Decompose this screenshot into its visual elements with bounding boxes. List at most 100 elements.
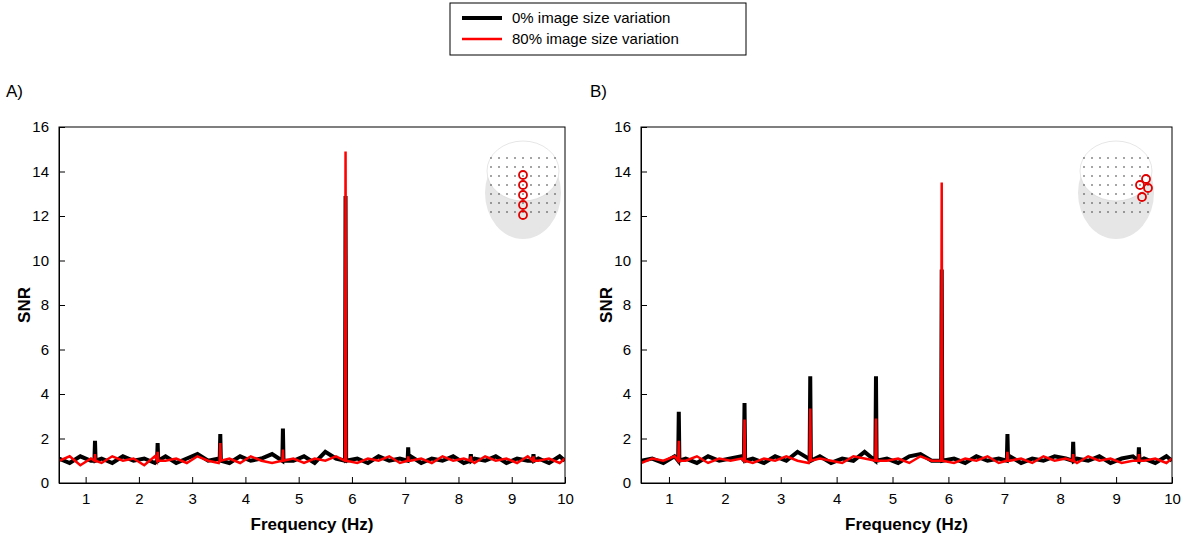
electrode-dot xyxy=(522,193,524,195)
tick-mark xyxy=(641,216,647,217)
legend-label: 80% image size variation xyxy=(512,30,679,47)
electrode-dot xyxy=(1147,211,1149,213)
tick-mark xyxy=(837,477,838,483)
x-tick: 1 xyxy=(82,477,90,507)
electrode-dot xyxy=(1091,211,1093,213)
spectrum-line xyxy=(59,196,565,463)
tick-label: 8 xyxy=(41,296,49,313)
electrode-dot xyxy=(1083,193,1085,195)
electrode-dot xyxy=(1123,166,1125,168)
tick-mark xyxy=(59,216,65,217)
tick-label: 9 xyxy=(1112,490,1120,507)
x-tick: 10 xyxy=(557,477,574,507)
electrode-dot xyxy=(1131,166,1133,168)
electrode-dot xyxy=(1107,193,1109,195)
x-tick: 4 xyxy=(833,477,841,507)
electrode-dot xyxy=(522,184,524,186)
tick-label: 4 xyxy=(242,490,250,507)
panel: 123456789100246810121416B)Frequency (Hz)… xyxy=(590,82,1181,534)
tick-mark xyxy=(1060,477,1061,483)
tick-label: 10 xyxy=(1164,490,1181,507)
electrode-dot xyxy=(1091,175,1093,177)
electrode-dot xyxy=(1147,193,1149,195)
y-tick: 8 xyxy=(623,296,647,313)
electrode-dot xyxy=(1091,157,1093,159)
electrode-dot xyxy=(506,193,508,195)
electrode-dot xyxy=(1123,193,1125,195)
tick-mark xyxy=(86,477,87,483)
tick-mark xyxy=(641,172,647,173)
plot-frame xyxy=(641,127,1172,483)
electrode-dot xyxy=(1115,166,1117,168)
electrode-dot xyxy=(498,166,500,168)
panel-title: A) xyxy=(6,82,23,101)
electrode-dot xyxy=(1083,211,1085,213)
electrode-highlight xyxy=(1142,175,1150,183)
electrode-dot xyxy=(1123,157,1125,159)
electrode-dot xyxy=(538,184,540,186)
electrode-dot xyxy=(522,202,524,204)
electrode-dot xyxy=(1123,175,1125,177)
x-tick: 10 xyxy=(1164,477,1181,507)
legend-box xyxy=(450,3,746,55)
x-tick: 6 xyxy=(945,477,953,507)
electrode-dot xyxy=(530,211,532,213)
tick-label: 6 xyxy=(41,341,49,358)
electrode-dot xyxy=(1123,202,1125,204)
tick-label: 6 xyxy=(348,490,356,507)
electrode-dot xyxy=(554,166,556,168)
electrode-dot xyxy=(1091,202,1093,204)
electrode-dot xyxy=(506,202,508,204)
y-tick: 4 xyxy=(41,385,65,402)
electrode-dot xyxy=(1139,184,1141,186)
tick-label: 4 xyxy=(833,490,841,507)
y-tick: 2 xyxy=(623,430,647,447)
electrode-dot xyxy=(1115,157,1117,159)
electrode-dot xyxy=(1099,202,1101,204)
electrode-highlight xyxy=(519,201,527,209)
electrode-dot xyxy=(530,175,532,177)
plot-frame xyxy=(59,127,565,483)
electrode-dot xyxy=(538,157,540,159)
tick-label: 5 xyxy=(295,490,303,507)
tick-mark xyxy=(352,477,353,483)
electrode-dot xyxy=(514,157,516,159)
tick-label: 0 xyxy=(41,474,49,491)
head-cap xyxy=(1080,141,1152,201)
tick-mark xyxy=(59,483,65,484)
electrode-dot xyxy=(1131,193,1133,195)
electrode-dot xyxy=(1123,211,1125,213)
electrode-dot xyxy=(522,175,524,177)
electrode-dot xyxy=(490,202,492,204)
electrode-dot xyxy=(1115,193,1117,195)
electrode-dot xyxy=(1099,166,1101,168)
tick-mark xyxy=(192,477,193,483)
electrode-dot xyxy=(538,211,540,213)
electrode-dot xyxy=(514,211,516,213)
tick-label: 2 xyxy=(135,490,143,507)
y-tick: 6 xyxy=(41,341,65,358)
electrode-dot xyxy=(1091,193,1093,195)
tick-mark xyxy=(641,394,647,395)
electrode-dot xyxy=(1107,166,1109,168)
tick-label: 14 xyxy=(614,163,631,180)
spectrum-line xyxy=(59,151,565,465)
tick-mark xyxy=(641,350,647,351)
y-tick: 2 xyxy=(41,430,65,447)
tick-label: 9 xyxy=(508,490,516,507)
tick-label: 3 xyxy=(777,490,785,507)
electrode-dot xyxy=(538,166,540,168)
tick-label: 12 xyxy=(32,207,49,224)
tick-label: 6 xyxy=(623,341,631,358)
electrode-dot xyxy=(1083,175,1085,177)
tick-mark xyxy=(245,477,246,483)
y-tick: 8 xyxy=(41,296,65,313)
electrode-dot xyxy=(514,184,516,186)
electrode-dot xyxy=(1131,157,1133,159)
electrode-dot xyxy=(554,175,556,177)
y-axis-title: SNR xyxy=(597,287,616,323)
electrode-dot xyxy=(498,184,500,186)
electrode-dot xyxy=(522,157,524,159)
tick-mark xyxy=(641,261,647,262)
tick-mark xyxy=(781,477,782,483)
